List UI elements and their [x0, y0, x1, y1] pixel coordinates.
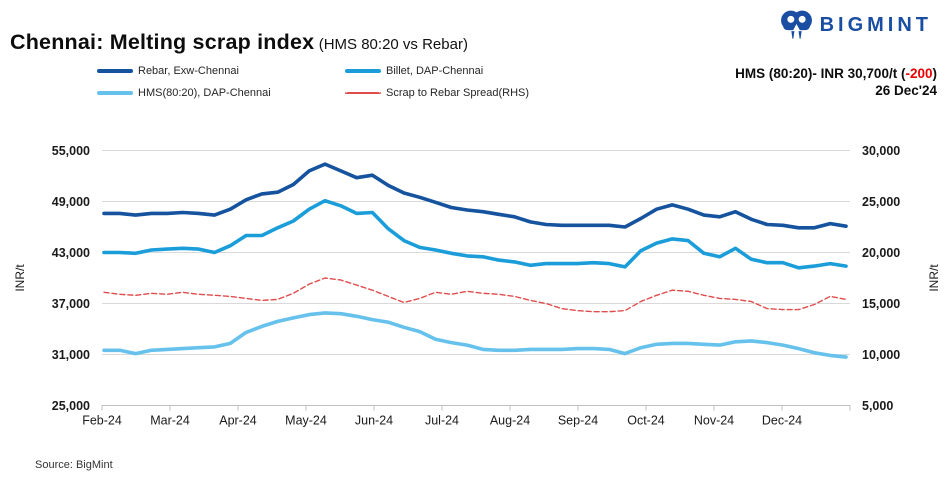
rebar-line-swatch: [97, 68, 133, 73]
x-tick-label: Apr-24: [219, 414, 257, 428]
title-text: Chennai: Melting scrap index: [10, 30, 315, 54]
series-line-2: [102, 311, 848, 359]
hms-line-swatch: [97, 90, 133, 95]
legend-label: Billet, DAP-Chennai: [386, 64, 484, 77]
bigmint-logo-text: BIGMINT: [819, 14, 932, 36]
spread-line-swatch: [345, 91, 381, 94]
billet-line-swatch: [345, 68, 381, 73]
y-right-tick-label: 10,000: [862, 348, 900, 362]
y-left-tick-label: 49,000: [52, 195, 90, 209]
series-line-1: [102, 198, 848, 270]
series-line-3: [103, 277, 847, 313]
y-right-tick-label: 5,000: [862, 399, 893, 413]
y-right-tick-label: 20,000: [862, 246, 900, 260]
bigmint-logo: BIGMINT: [780, 8, 932, 43]
page-title: Chennai: Melting scrap index (HMS 80:20 …: [10, 30, 468, 55]
annotation-date: 26 Dec'24: [875, 83, 937, 98]
y-right-tick-label: 15,000: [862, 297, 900, 311]
legend-label: Scrap to Rebar Spread(RHS): [386, 86, 530, 99]
x-tick-label: Feb-24: [82, 414, 122, 428]
y-right-tick-label: 25,000: [862, 195, 900, 209]
y-right-axis-title: INR/t: [927, 264, 941, 292]
legend-item-hms: HMS(80:20), DAP-Chennai: [97, 86, 345, 99]
source-note: Source: BigMint: [35, 459, 113, 471]
price-annotation: HMS (80:20)- INR 30,700/t (-200) 26 Dec'…: [735, 65, 937, 99]
subtitle-text: (HMS 80:20 vs Rebar): [318, 36, 468, 53]
legend-item-spread: Scrap to Rebar Spread(RHS): [345, 86, 529, 99]
legend-item-billet: Billet, DAP-Chennai: [345, 64, 529, 77]
x-tick-label: Jun-24: [355, 414, 393, 428]
y-left-axis-title: INR/t: [13, 264, 27, 292]
legend-label: HMS(80:20), DAP-Chennai: [138, 86, 271, 99]
y-left-tick-label: 55,000: [52, 144, 90, 158]
x-tick-label: May-24: [285, 414, 327, 428]
x-tick-label: Sep-24: [558, 414, 598, 428]
series-line-0: [102, 162, 848, 230]
x-tick-label: Dec-24: [762, 414, 802, 428]
annotation-price-line: HMS (80:20)- INR 30,700/t (-200): [735, 66, 937, 81]
x-tick-label: Jul-24: [425, 414, 459, 428]
y-left-tick-label: 43,000: [52, 246, 90, 260]
y-left-tick-label: 25,000: [52, 399, 90, 413]
legend-label: Rebar, Exw-Chennai: [138, 64, 239, 77]
y-left-tick-label: 37,000: [52, 297, 90, 311]
chart-legend: Rebar, Exw-Chennai Billet, DAP-Chennai H…: [97, 64, 529, 99]
x-tick-label: Mar-24: [150, 414, 190, 428]
legend-item-rebar: Rebar, Exw-Chennai: [97, 64, 345, 77]
x-tick-label: Oct-24: [627, 414, 665, 428]
price-change-value: -200: [905, 66, 933, 81]
y-right-tick-label: 30,000: [862, 144, 900, 158]
x-tick-label: Aug-24: [490, 414, 530, 428]
x-tick-label: Nov-24: [694, 414, 734, 428]
bigmint-logo-icon: [780, 10, 812, 39]
y-left-tick-label: 31,000: [52, 348, 90, 362]
